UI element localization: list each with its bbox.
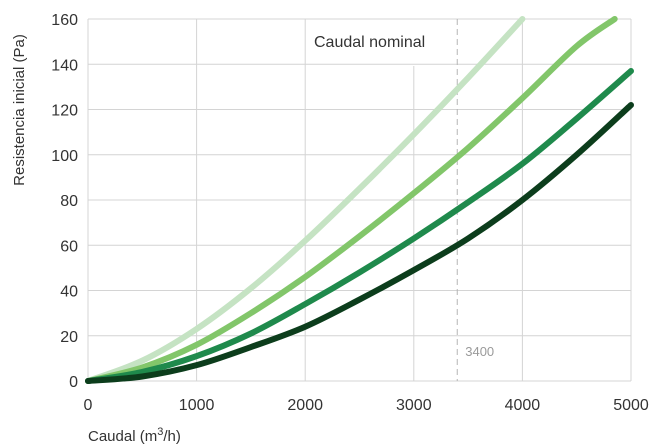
x-tick-label: 5000 (613, 397, 649, 414)
x-axis-title-main: Caudal (m (88, 428, 157, 445)
y-tick-label: 0 (69, 374, 78, 391)
y-axis-title: Resistencia inicial (Pa) (11, 34, 28, 186)
y-tick-label: 100 (51, 148, 78, 165)
x-tick-label: 2000 (287, 397, 323, 414)
y-tick-label: 20 (60, 329, 78, 346)
x-tick-label: 1000 (179, 397, 215, 414)
series-line-1 (85, 16, 526, 384)
x-axis-title-superscript: 3 (157, 426, 163, 438)
x-tick-label: 4000 (505, 397, 541, 414)
y-tick-label: 80 (60, 193, 78, 210)
series-group (85, 16, 634, 384)
x-tick-label: 3000 (396, 397, 432, 414)
series-line-3 (85, 68, 634, 384)
y-tick-label: 60 (60, 238, 78, 255)
x-axis-title-unit-end: /h) (163, 428, 181, 445)
nominal-flow-value-label: 3400 (465, 344, 494, 359)
y-tick-label: 140 (51, 57, 78, 74)
y-tick-label: 160 (51, 12, 78, 29)
y-tick-label: 120 (51, 103, 78, 120)
x-axis-title: Caudal (m3/h) (88, 426, 181, 445)
nominal-flow-annotation: Caudal nominal (314, 34, 425, 51)
series-line-2 (85, 16, 618, 384)
series-line-4 (85, 101, 634, 384)
tick-labels: 0 1000 2000 3000 4000 5000 0 20 40 60 80 100 120 140 1… (51, 12, 649, 414)
y-tick-label: 40 (60, 284, 78, 301)
x-tick-label: 0 (84, 397, 93, 414)
